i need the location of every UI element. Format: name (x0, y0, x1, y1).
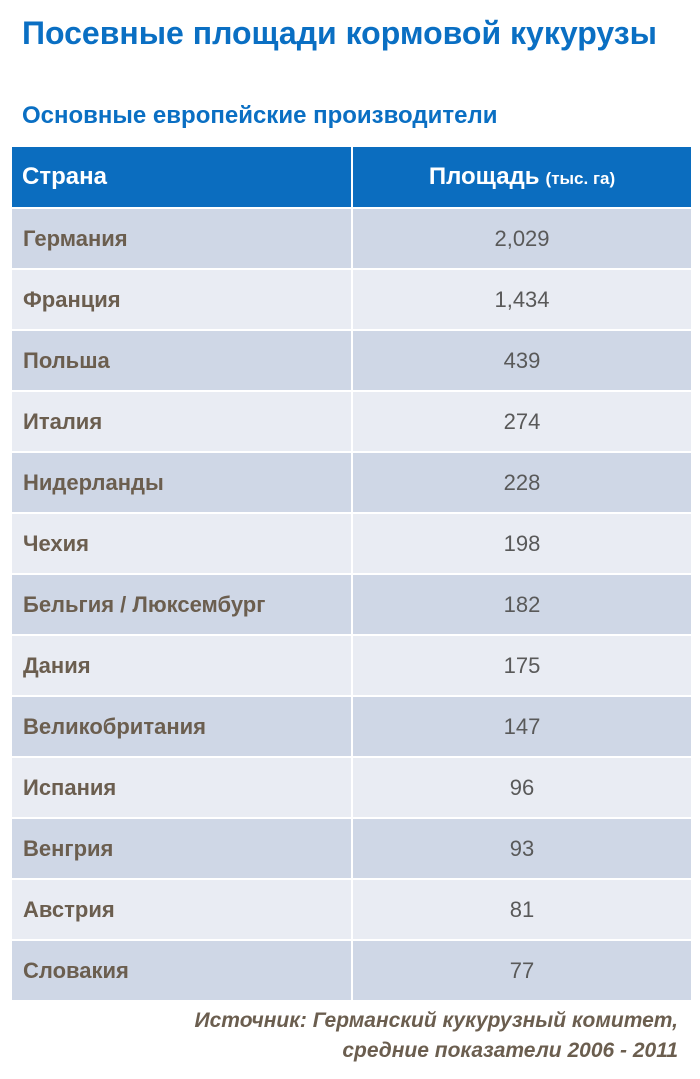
area-value-cell: 77 (352, 940, 693, 1002)
area-value-cell: 1,434 (352, 269, 693, 331)
table-header: Страна Площадь (тыс. га) (12, 147, 693, 209)
table-row: Великобритания 147 (12, 696, 693, 758)
table-row: Дания 175 (12, 635, 693, 697)
area-value-cell: 147 (352, 696, 693, 758)
table-row: Польша 439 (12, 330, 693, 392)
header-row: Страна Площадь (тыс. га) (12, 147, 693, 209)
column-header-country: Страна (12, 147, 353, 209)
table-body: Германия 2,029 Франция 1,434 Польша 439 Италия… (12, 208, 693, 1002)
country-cell: Польша (12, 330, 353, 392)
table-row: Германия 2,029 (12, 208, 693, 270)
area-value-cell: 96 (352, 757, 693, 819)
table-row: Словакия 77 (12, 940, 693, 1002)
area-value-cell: 175 (352, 635, 693, 697)
area-value-cell: 81 (352, 879, 693, 941)
column-header-area: Площадь (тыс. га) (352, 147, 693, 209)
country-cell: Словакия (12, 940, 353, 1002)
country-cell: Австрия (12, 879, 353, 941)
country-cell: Франция (12, 269, 353, 331)
country-cell: Германия (12, 208, 353, 270)
country-cell: Венгрия (12, 818, 353, 880)
table-row: Бельгия / Люксембург 182 (12, 574, 693, 636)
column-header-area-label: Площадь (428, 163, 540, 190)
column-header-area-unit: (тыс. га) (545, 169, 616, 188)
country-cell: Италия (12, 391, 353, 453)
table-row: Венгрия 93 (12, 818, 693, 880)
country-cell: Испания (12, 757, 353, 819)
source-line-1: Источник: Германский кукурузный комитет, (194, 1009, 678, 1032)
page-title: Посевные площади кормовой кукурузы (22, 15, 657, 51)
table-row: Австрия 81 (12, 879, 693, 941)
page-subtitle: Основные европейские производители (22, 102, 498, 129)
area-value-cell: 2,029 (352, 208, 693, 270)
area-value-cell: 228 (352, 452, 693, 514)
country-cell: Дания (12, 635, 353, 697)
country-cell: Великобритания (12, 696, 353, 758)
data-table: Страна Площадь (тыс. га) Германия 2,029 Фра… (12, 147, 693, 1002)
source-note: Источник: Германский кукурузный комитет,… (195, 1006, 678, 1066)
table-row: Франция 1,434 (12, 269, 693, 331)
area-value-cell: 439 (352, 330, 693, 392)
table-row: Испания 96 (12, 757, 693, 819)
table-row: Италия 274 (12, 391, 693, 453)
area-value-cell: 274 (352, 391, 693, 453)
source-line-2: средние показатели 2006 - 2011 (342, 1039, 678, 1062)
area-value-cell: 93 (352, 818, 693, 880)
country-cell: Нидерланды (12, 452, 353, 514)
country-cell: Бельгия / Люксембург (12, 574, 353, 636)
area-value-cell: 198 (352, 513, 693, 575)
country-cell: Чехия (12, 513, 353, 575)
area-value-cell: 182 (352, 574, 693, 636)
table-row: Чехия 198 (12, 513, 693, 575)
table-row: Нидерланды 228 (12, 452, 693, 514)
